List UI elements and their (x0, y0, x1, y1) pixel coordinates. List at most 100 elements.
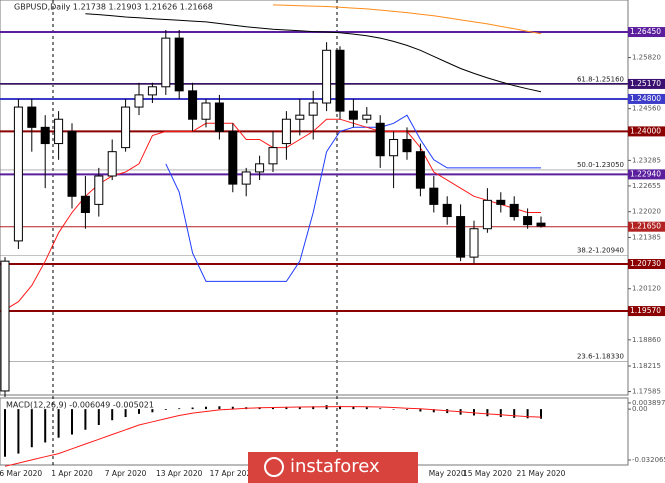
candle-body (134, 94, 144, 108)
y-tick-label: 1.24560 (632, 105, 661, 113)
candle-body (523, 216, 533, 226)
macd-bar (379, 408, 382, 410)
x-tick-label: 1 Apr 2020 (51, 469, 93, 478)
watermark-logo (264, 457, 284, 477)
candle-body (94, 175, 104, 205)
level-label-box (628, 221, 665, 232)
candle-body (536, 222, 546, 227)
macd-bar (124, 409, 127, 418)
macd-tick-label: 0.003897 (632, 399, 665, 407)
candle-body (107, 151, 117, 177)
candle-body (0, 260, 10, 392)
macd-bar (191, 407, 194, 410)
candle-body (442, 203, 452, 218)
x-tick-label: 13 Apr 2020 (156, 469, 203, 478)
macd-bar (272, 407, 274, 410)
chart-title: GBPUSD,Daily 1.21738 1.21903 1.21626 1.2… (14, 3, 213, 12)
x-tick-label: 15 May 2020 (463, 469, 512, 478)
macd-bar (138, 409, 140, 414)
macd-bar (4, 409, 6, 457)
indicator-line (272, 4, 542, 35)
y-tick-label: 1.23285 (632, 156, 661, 164)
y-tick-label: 1.25820 (632, 54, 661, 62)
candle-body (174, 37, 184, 92)
candle-body (80, 195, 90, 214)
candle-body (482, 199, 492, 230)
macd-bar (17, 409, 20, 454)
watermark-text: instaforex (290, 456, 380, 477)
candle-body (161, 37, 171, 88)
y-tick-label: 1.20120 (632, 285, 661, 293)
level-label: 1.25170 (630, 79, 661, 88)
macd-bar (71, 409, 73, 435)
level-label: 1.20730 (630, 259, 661, 268)
macd-bar (419, 409, 422, 412)
macd-bar (205, 406, 207, 410)
level-label-box (628, 78, 665, 89)
macd-title: MACD(12,26,9) -0.006049 -0.005021 (6, 401, 154, 410)
macd-bar (486, 409, 489, 417)
macd-signal (4, 406, 542, 467)
y-tick-label: 1.22020 (632, 208, 661, 216)
candle-body (496, 199, 506, 205)
macd-tick-label: -0.032065 (632, 456, 665, 464)
candle-body (335, 49, 345, 112)
candle-body (214, 102, 224, 132)
macd-bar (432, 409, 435, 413)
x-tick-label: 7 Apr 2020 (105, 469, 147, 478)
macd-bar (339, 405, 341, 410)
macd-bar (540, 409, 542, 419)
candle-body (40, 126, 50, 145)
macd-bar (526, 409, 529, 419)
level-label: 1.24800 (630, 94, 661, 103)
candle-body (429, 187, 439, 205)
fib-label: 61.8-1.25160 (577, 75, 624, 83)
candle-body (241, 171, 251, 185)
candle-body (54, 118, 64, 145)
candle-body (402, 139, 412, 153)
candle-body (188, 90, 198, 120)
candle-body (27, 106, 37, 128)
candle-body (308, 102, 318, 116)
candle-body (13, 106, 23, 242)
candle-body (389, 139, 399, 157)
candle-body (67, 130, 77, 197)
level-label: 1.26450 (630, 27, 661, 36)
macd-bar (30, 409, 33, 448)
x-tick-label: 26 Mar 2020 (0, 469, 42, 478)
macd-bar (352, 406, 355, 410)
y-tick-label: 1.17585 (632, 388, 661, 396)
fib-label: 23.6-1.18330 (577, 352, 624, 360)
macd-bar (499, 409, 502, 418)
candle-body (456, 216, 466, 258)
level-label-box (628, 93, 665, 104)
level-label-box (628, 169, 665, 180)
candle-body (121, 106, 131, 149)
macd-bar (111, 409, 114, 421)
fib-label: 38.2-1.20940 (577, 246, 624, 254)
macd-bar (57, 409, 60, 438)
candle-body (415, 151, 425, 189)
x-tick-label: May 2020 (429, 469, 466, 478)
macd-bar (312, 406, 315, 410)
macd-bar (178, 408, 181, 410)
y-tick-label: 1.22655 (632, 182, 661, 190)
candle-body (509, 203, 519, 218)
macd-bar (44, 409, 47, 443)
candle-body (375, 122, 385, 157)
macd-bar (392, 409, 395, 410)
y-tick-label: 1.18860 (632, 336, 661, 344)
fib-label: 50.0-1.23050 (577, 161, 624, 169)
macd-bar (218, 406, 221, 410)
candle-body (295, 114, 305, 120)
y-tick-label: 1.21385 (632, 233, 661, 241)
watermark: instaforex (248, 452, 418, 483)
main-panel (0, 0, 629, 396)
macd-bar (473, 409, 475, 416)
macd-bar (164, 409, 167, 410)
candle-body (147, 86, 157, 96)
candle-body (348, 110, 358, 120)
candle-body (322, 49, 332, 104)
macd-bar (151, 409, 154, 413)
indicator-line (85, 13, 542, 93)
